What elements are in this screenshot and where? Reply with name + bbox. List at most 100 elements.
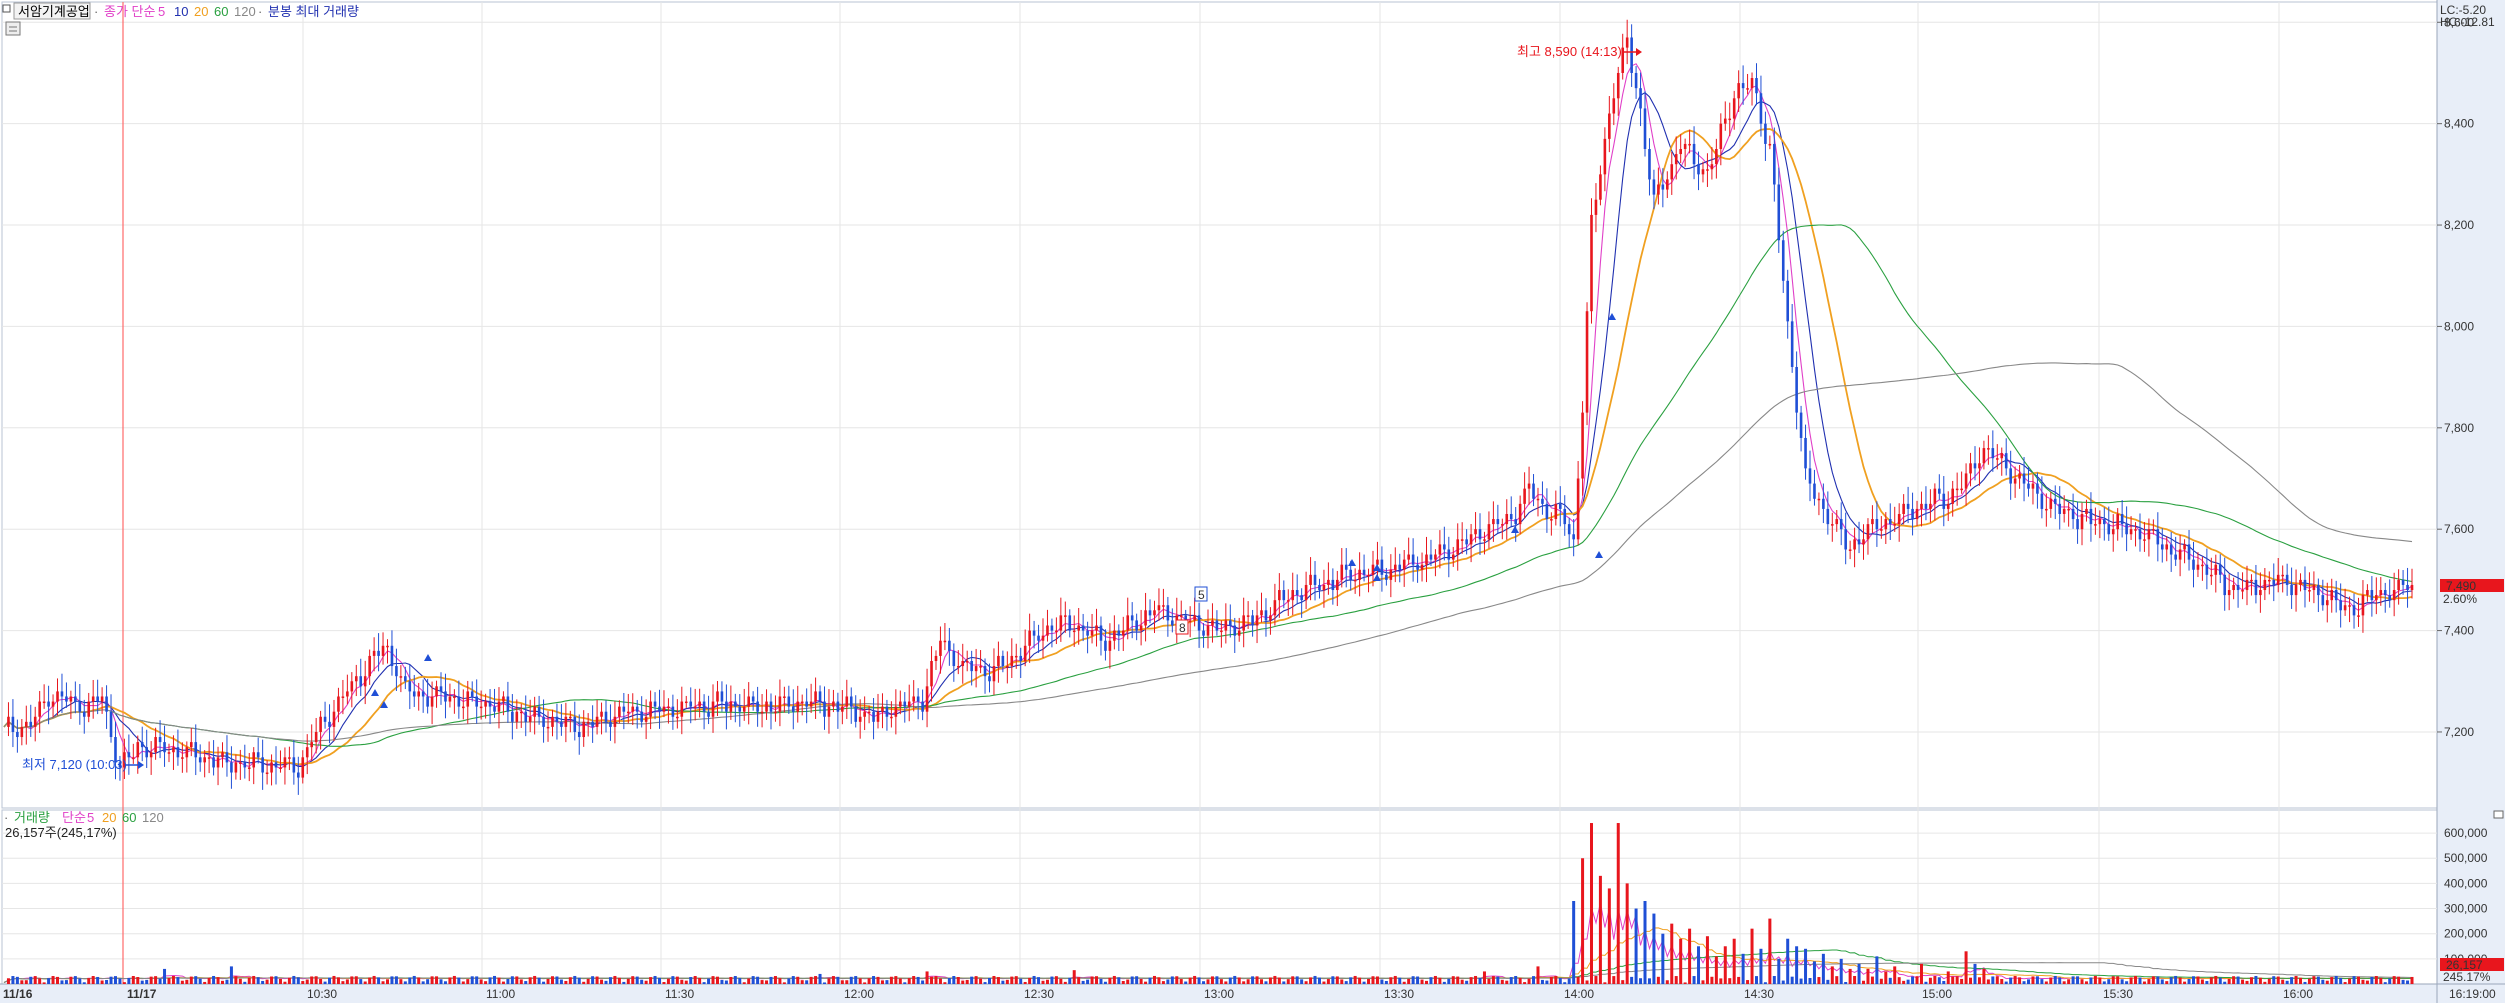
candle-body — [1411, 554, 1415, 565]
volume-bar — [1866, 968, 1870, 984]
candle-body — [1790, 321, 1794, 367]
candle-body — [667, 706, 670, 709]
candle-body — [1920, 503, 1923, 509]
candle-body — [809, 701, 813, 707]
candle-body — [1064, 615, 1067, 617]
legend-toggle-icon[interactable] — [2, 4, 11, 13]
price-tick-label: 7,400 — [2444, 624, 2474, 638]
candle-body — [653, 701, 657, 707]
volume-bar — [1045, 979, 1049, 984]
volume-panel-minimize-icon[interactable] — [2493, 810, 2504, 819]
low-annotation: 최저 7,120 (10:03) — [22, 757, 127, 772]
volume-bar — [1732, 938, 1736, 984]
volume-bar — [403, 981, 407, 984]
volume-bar — [805, 980, 809, 984]
candle-body — [1509, 513, 1513, 520]
candle-body — [2303, 579, 2307, 591]
volume-bar — [715, 976, 719, 984]
volume-bar — [488, 977, 492, 984]
signal-marker-5[interactable] — [1194, 586, 1208, 602]
current-price-badge — [2440, 579, 2504, 592]
candle-body — [1233, 625, 1237, 636]
candle-body — [1095, 625, 1098, 631]
candle-body — [1157, 605, 1161, 611]
stock-title-box[interactable] — [13, 2, 91, 20]
volume-bar — [1309, 977, 1313, 984]
volume-bar — [42, 982, 46, 984]
volume-bar — [1126, 979, 1130, 984]
volume-bar — [684, 980, 688, 984]
volume-bar — [2058, 977, 2062, 984]
calculator-icon[interactable] — [5, 21, 21, 36]
ma-legend-10: 10 — [174, 4, 188, 19]
volume-bar — [198, 978, 202, 984]
volume-bar — [934, 976, 938, 984]
candle-body — [1041, 635, 1045, 641]
volume-bar — [1023, 981, 1027, 984]
volume-bar — [390, 976, 394, 984]
candle-body — [2334, 590, 2338, 601]
volume-bar — [452, 975, 456, 984]
volume-bar — [1688, 928, 1692, 984]
signal-marker-8[interactable] — [1175, 619, 1189, 635]
candle-body — [1474, 529, 1477, 535]
volume-bar — [729, 976, 733, 984]
volume-bar — [751, 976, 755, 984]
candle-body — [1670, 164, 1674, 180]
volume-bar — [2022, 981, 2026, 984]
volume-bar — [836, 976, 840, 984]
volume-bar — [1625, 883, 1629, 984]
volume-bar — [1634, 908, 1638, 984]
candle-body — [69, 696, 73, 702]
candle-body — [2285, 574, 2289, 585]
candle-body — [1282, 590, 1286, 601]
candle-body — [167, 752, 171, 754]
candle-body — [849, 696, 853, 707]
volume-ma-120: 120 — [142, 810, 164, 825]
candle-body — [2272, 579, 2276, 585]
candle-body — [1639, 88, 1642, 109]
price-tick-label: 8,000 — [2444, 319, 2474, 333]
candle-body — [96, 696, 99, 702]
volume-bar — [1960, 978, 1964, 984]
price-tick-label: 7,200 — [2444, 725, 2474, 739]
volume-bar — [1086, 979, 1090, 984]
volume-bar — [2027, 979, 2031, 984]
volume-bar — [60, 980, 64, 984]
candle-body — [390, 645, 394, 667]
volume-bar — [1839, 958, 1843, 984]
candle-body — [858, 716, 862, 722]
signal-star-icon — [1511, 526, 1519, 533]
candle-body — [1496, 519, 1500, 525]
volume-bar — [617, 977, 621, 984]
candle-body — [894, 706, 898, 717]
volume-bar — [1884, 971, 1888, 984]
candle-body — [1871, 519, 1874, 525]
candle-body — [1866, 524, 1870, 540]
volume-bar — [203, 981, 207, 984]
volume-bar — [1862, 980, 1866, 984]
volume-bar — [1514, 975, 1518, 984]
candle-body — [1130, 615, 1134, 621]
candle-body — [212, 757, 215, 768]
volume-bar — [550, 976, 554, 984]
volume-bar — [310, 976, 314, 984]
volume-bar — [1291, 976, 1295, 984]
candle-body — [466, 691, 470, 707]
time-axis-bg — [0, 984, 2505, 1003]
candle-body — [1104, 640, 1107, 651]
candle-body — [2294, 584, 2298, 596]
volume-tick-label: 600,000 — [2444, 826, 2488, 840]
candle-body — [181, 757, 184, 759]
candle-body — [1264, 610, 1268, 621]
volume-bar — [38, 978, 42, 984]
volume-bar — [814, 976, 818, 984]
volume-bar — [1028, 977, 1032, 984]
volume-bar — [435, 976, 439, 984]
candle-body — [943, 640, 947, 643]
volume-bar — [858, 978, 862, 984]
volume-bar — [1313, 975, 1317, 984]
candle-body — [1862, 539, 1865, 545]
volume-bar — [69, 976, 73, 984]
volume-bar — [1705, 936, 1709, 984]
